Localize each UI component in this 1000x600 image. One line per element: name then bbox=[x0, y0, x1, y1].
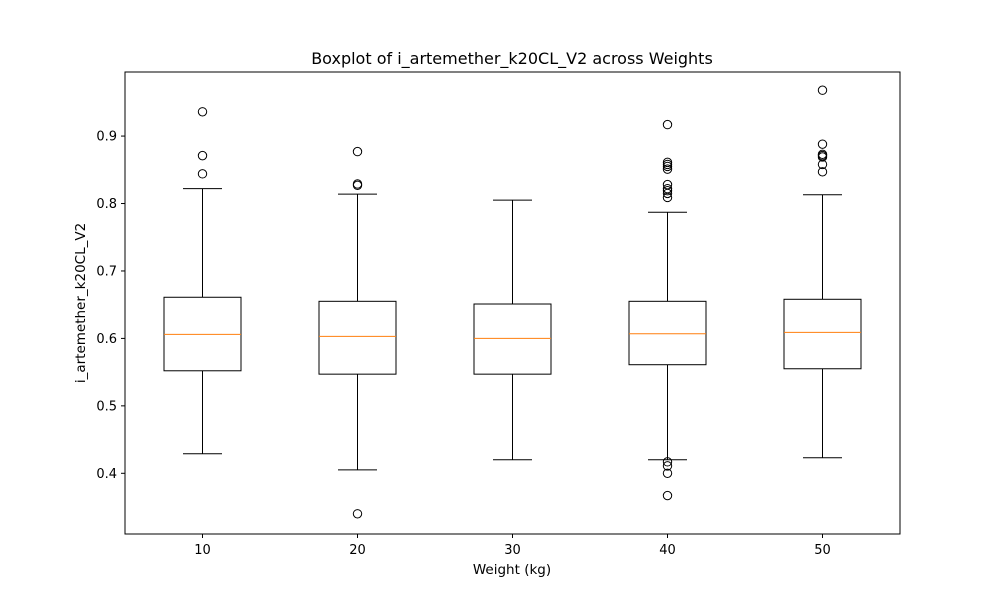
outlier-point bbox=[662, 119, 673, 130]
x-tick-label: 30 bbox=[504, 543, 521, 558]
x-axis: 10 20 30 40 50 bbox=[194, 534, 831, 558]
x-tick-label: 10 bbox=[194, 543, 211, 558]
outlier-point bbox=[352, 509, 363, 519]
y-tick-label: 0.4 bbox=[96, 467, 117, 482]
iqr-box bbox=[318, 300, 397, 375]
y-tick-label: 0.5 bbox=[96, 399, 117, 414]
outlier-point bbox=[662, 164, 673, 174]
y-tick-label: 0.6 bbox=[96, 332, 117, 347]
iqr-box bbox=[473, 303, 552, 375]
iqr-box bbox=[783, 298, 862, 370]
box-group-20 bbox=[318, 146, 397, 519]
y-tick-label: 0.7 bbox=[96, 264, 117, 279]
box-group-40 bbox=[628, 119, 707, 501]
outlier-point bbox=[197, 107, 208, 117]
x-tick-label: 40 bbox=[659, 543, 676, 558]
x-tick-label: 50 bbox=[814, 543, 831, 558]
iqr-box bbox=[628, 300, 707, 366]
outlier-point bbox=[662, 490, 673, 501]
outlier-point bbox=[662, 457, 673, 467]
outlier-point bbox=[817, 167, 828, 177]
outlier-point bbox=[817, 149, 828, 159]
y-axis-label: i_artemether_k20CL_V2 bbox=[73, 223, 89, 383]
box-group-50 bbox=[783, 85, 862, 459]
outlier-point bbox=[352, 146, 363, 157]
outlier-point bbox=[197, 169, 208, 179]
outlier-point bbox=[662, 183, 673, 194]
outlier-point bbox=[817, 139, 828, 149]
y-tick-label: 0.8 bbox=[96, 197, 117, 212]
outlier-point bbox=[352, 179, 363, 189]
y-tick-label: 0.9 bbox=[96, 130, 117, 145]
box-group-30 bbox=[473, 199, 552, 461]
outlier-point bbox=[662, 179, 673, 190]
y-axis: 0.4 0.5 0.6 0.7 0.8 0.9 bbox=[96, 130, 125, 482]
outlier-point bbox=[662, 461, 673, 471]
x-tick-label: 20 bbox=[349, 543, 366, 558]
x-axis-label: Weight (kg) bbox=[473, 562, 551, 578]
outlier-point bbox=[197, 150, 208, 161]
box-group-10 bbox=[163, 107, 242, 455]
chart-title: Boxplot of i_artemether_k20CL_V2 across … bbox=[311, 49, 713, 69]
outlier-point bbox=[817, 85, 828, 95]
outlier-point bbox=[662, 157, 673, 168]
outlier-point bbox=[662, 468, 673, 478]
plot-layer bbox=[163, 85, 862, 519]
